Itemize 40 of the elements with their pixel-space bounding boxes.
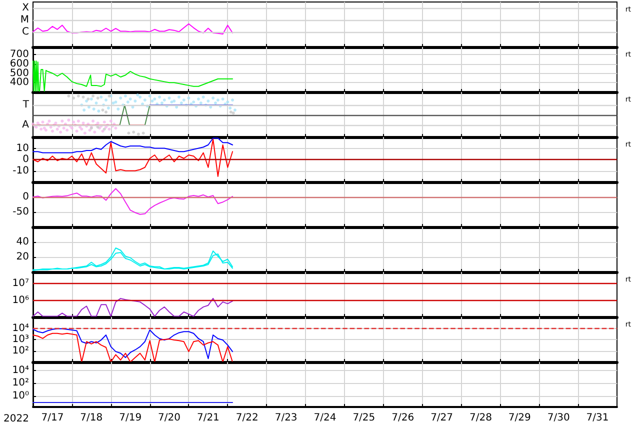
y-tick-label: 10	[16, 142, 29, 154]
ref-line-label: T	[22, 100, 30, 111]
y-tick-label: 400	[10, 77, 29, 88]
x-tick-label: 7/30	[547, 412, 570, 424]
y-tick-label: 500	[10, 68, 29, 79]
y-tick-label: 0	[22, 154, 29, 165]
y-tick-label: 0	[22, 192, 29, 202]
x-tick-label: 7/18	[80, 412, 103, 424]
ref-line-label: A	[22, 120, 30, 131]
x-tick-label: 7/19	[119, 412, 142, 424]
y-tick-label: 10³	[12, 334, 29, 345]
y-tick-label: 40	[16, 236, 29, 248]
y-tick-label: -10	[12, 165, 29, 176]
x-tick-label: 7/24	[314, 412, 336, 424]
x-tick-label: 7/17	[41, 412, 64, 424]
x-tick-label: 7/25	[352, 412, 376, 424]
x-tick-label: 7/27	[430, 412, 454, 424]
y-tick-label: 10⁶	[12, 294, 29, 306]
y-tick-label: 700	[10, 49, 29, 60]
y-tick-label: 10⁰	[12, 390, 29, 402]
y-tick-label: 10⁴	[12, 322, 29, 334]
x-tick-label: 7/29	[508, 412, 531, 424]
ref-line-label: C	[22, 26, 30, 38]
y-tick-label: 10⁴	[12, 364, 29, 376]
x-tick-label: 7/31	[586, 412, 609, 424]
x-tick-label: 7/20	[158, 412, 180, 424]
ref-line-label: M	[20, 14, 29, 26]
y-tick-label: 10⁷	[12, 278, 29, 290]
y-tick-label: -50	[12, 206, 29, 218]
x-tick-label: 7/22	[236, 412, 258, 424]
x-axis-title: 2022	[4, 414, 29, 424]
y-tick-label: 10²	[12, 345, 29, 356]
x-tick-label: 7/23	[274, 412, 298, 424]
y-tick-label: 10²	[12, 378, 29, 389]
y-tick-label: 600	[10, 58, 29, 70]
ref-line-label: X	[22, 2, 30, 14]
y-tick-label: 20	[16, 252, 29, 262]
x-tick-label: 7/28	[470, 412, 492, 424]
x-tick-label: 7/21	[196, 412, 220, 424]
x-tick-label: 7/26	[392, 412, 414, 424]
